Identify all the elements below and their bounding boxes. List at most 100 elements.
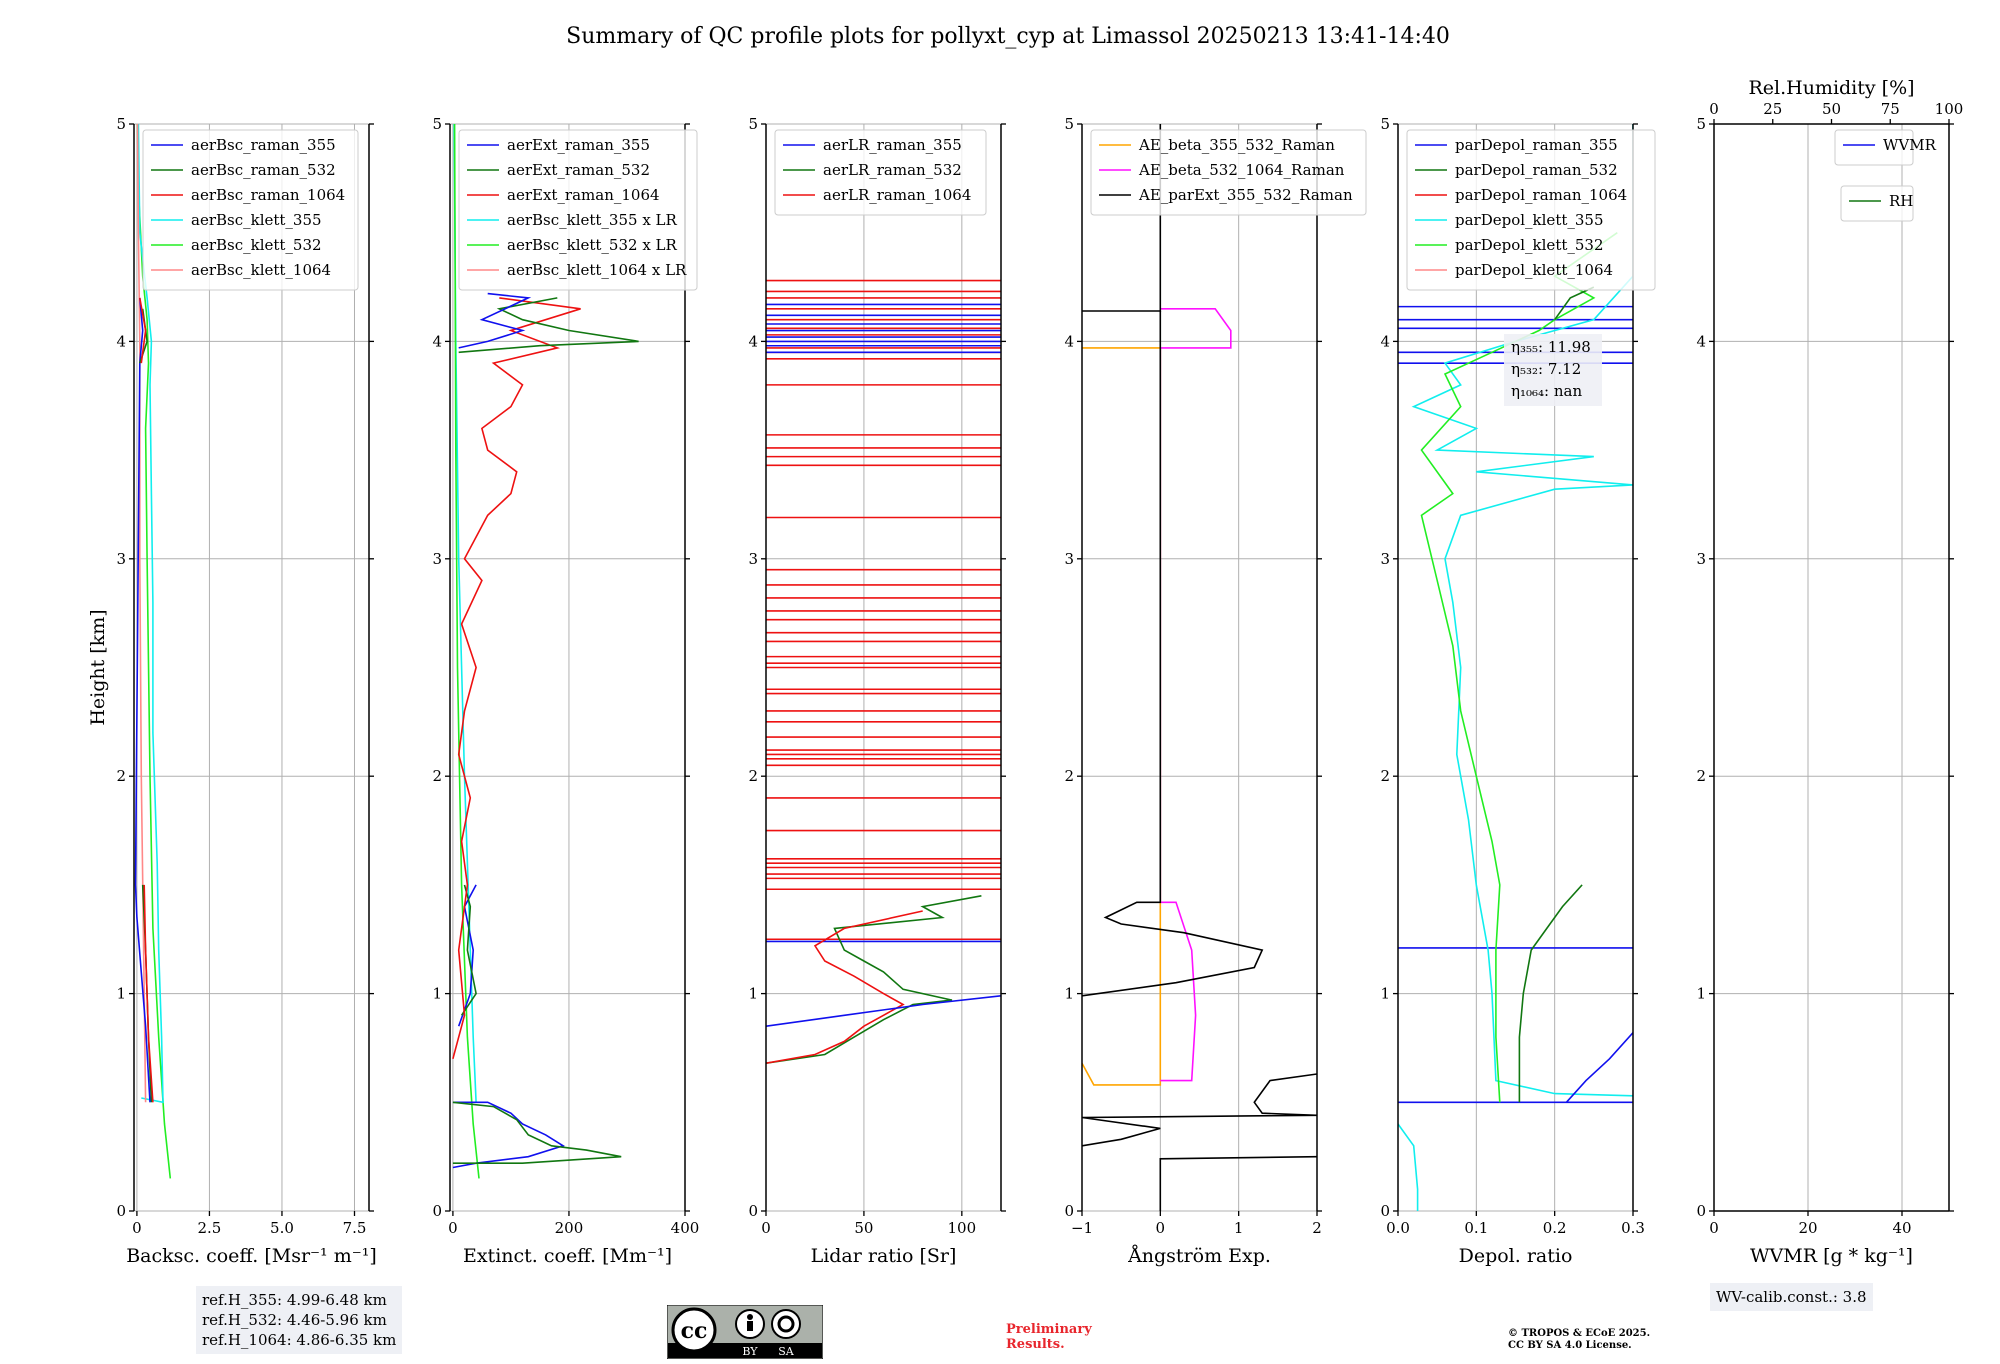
x-tick-label: 200 [555, 1219, 584, 1237]
y-tick-label: 1 [432, 985, 442, 1003]
y-tick-label: 0 [1064, 1202, 1074, 1220]
wv-calib-box: WV-calib.const.: 3.8 [1710, 1283, 1873, 1311]
x-tick-label: 0.0 [1386, 1219, 1410, 1237]
legend-label: aerLR_raman_355 [823, 136, 962, 154]
preliminary-line-1: Preliminary [1006, 1322, 1092, 1337]
series-line [143, 884, 154, 1103]
y-tick-label: 5 [748, 115, 758, 133]
series-line [460, 884, 477, 1016]
cc-license-badge: cc BY SA [667, 1305, 823, 1359]
y-tick-label: 0 [748, 1202, 758, 1220]
preliminary-line-2: Results. [1006, 1337, 1065, 1352]
series-line [1565, 1032, 1633, 1103]
y-tick-label: 3 [1380, 550, 1390, 568]
x-tick-label: 5.0 [270, 1219, 294, 1237]
series-line [458, 292, 532, 349]
preliminary-note: Preliminary Results. [1006, 1322, 1126, 1352]
legend-rh: RH [1840, 185, 1914, 222]
series-line [457, 884, 477, 1027]
legend-label: aerBsc_klett_355 x LR [507, 211, 678, 229]
eta-annotation: η₃₅₅: 11.98 η₅₃₂: 7.12 η₁₀₆₄: nan [1504, 334, 1602, 406]
figure-title: Summary of QC profile plots for pollyxt_… [566, 24, 1450, 49]
ref-h-355: ref.H_355: 4.99-6.48 km [202, 1291, 387, 1309]
y-tick-label: 4 [432, 332, 442, 350]
y-tick-label: 0 [1696, 1202, 1706, 1220]
legend-label: parDepol_klett_532 [1455, 236, 1604, 254]
legend-label: AE_parExt_355_532_Raman [1138, 186, 1353, 204]
legend-frame [774, 129, 987, 216]
copyright-line-2: CC BY SA 4.0 License. [1508, 1340, 1632, 1351]
legend: parDepol_raman_355 parDepol_raman_532 parD… [1406, 129, 1656, 291]
legend-label: parDepol_raman_1064 [1455, 186, 1627, 204]
series-line [136, 124, 147, 1103]
legend-frame [458, 129, 698, 291]
x-tick-label: 0 [132, 1219, 142, 1237]
y-tick-label: 3 [116, 550, 126, 568]
copyright-line-1: © TROPOS & ECoE 2025. [1508, 1328, 1651, 1339]
y-tick-label: 2 [116, 767, 126, 785]
legend-label: aerExt_raman_1064 [507, 186, 660, 204]
legend-label: aerBsc_klett_532 [191, 236, 322, 254]
x-tick-label: 50 [854, 1219, 873, 1237]
y-tick-label: 0 [1380, 1202, 1390, 1220]
legend-frame [1090, 129, 1367, 216]
x-axis-label: Ångström Exp. [1127, 1245, 1271, 1267]
y-axis-label: Height [km] [87, 609, 109, 725]
x-axis-label: Lidar ratio [Sr] [811, 1245, 957, 1267]
legend-frame [1406, 129, 1656, 291]
y-tick-label: 2 [432, 767, 442, 785]
y-tick-label: 5 [1064, 115, 1074, 133]
copyright-note: © TROPOS & ECoE 2025. CC BY SA 4.0 Licen… [1508, 1328, 1728, 1352]
y-tick-label: 5 [116, 115, 126, 133]
top-x-tick-label: 100 [1935, 100, 1964, 118]
y-tick-label: 2 [748, 767, 758, 785]
data-layer [766, 279, 1001, 1064]
x-tick-label: 1 [1234, 1219, 1244, 1237]
y-tick-label: 0 [432, 1202, 442, 1220]
y-tick-label: 1 [748, 985, 758, 1003]
x-tick-label: 0.1 [1464, 1219, 1488, 1237]
series-line [453, 124, 480, 1179]
y-tick-label: 3 [432, 550, 442, 568]
annotation-frame [1504, 334, 1602, 406]
legend-label: aerBsc_raman_532 [191, 161, 336, 179]
legend: aerLR_raman_355 aerLR_raman_532 aerLR_rama… [774, 129, 987, 216]
y-tick-label: 4 [1064, 332, 1074, 350]
data-layer [452, 124, 639, 1179]
x-axis-label: Depol. ratio [1459, 1245, 1573, 1267]
top-x-tick-label: 75 [1881, 100, 1900, 118]
series-line [452, 1101, 565, 1169]
data-layer [1082, 124, 1317, 1211]
y-tick-label: 1 [116, 985, 126, 1003]
series-line [766, 895, 982, 1064]
legend-label: aerExt_raman_355 [507, 136, 650, 154]
legend-frame [1840, 185, 1914, 222]
panel-extinction: 0 1 2 3 4 5 0 200 400 Extinct. coeff. [Mm⁻¹] aerEx… [432, 115, 699, 1267]
x-axis-label: Backsc. coeff. [Msr⁻¹ m⁻¹] [126, 1245, 377, 1267]
series-line [1082, 311, 1264, 997]
top-x-tick-label: 50 [1822, 100, 1841, 118]
legend-label: aerExt_raman_532 [507, 161, 650, 179]
top-x-tick-label: 0 [1709, 100, 1719, 118]
x-tick-label: 0 [1709, 1219, 1719, 1237]
legend-label: aerBsc_klett_355 [191, 211, 322, 229]
series-line [1554, 286, 1595, 321]
y-tick-label: 2 [1064, 767, 1074, 785]
panel-backscatter: 0 1 2 3 4 5 0 2.5 5.0 7.5 Backsc. coeff. [Msr⁻¹ m⁻… [87, 115, 377, 1267]
series-line [1082, 347, 1162, 1086]
x-tick-label: 0.3 [1621, 1219, 1645, 1237]
y-tick-label: 4 [1696, 332, 1706, 350]
x-axis-label: WVMR [g * kg⁻¹] [1750, 1245, 1913, 1267]
ref-h-532: ref.H_532: 4.46-5.96 km [202, 1311, 387, 1329]
badge-sa-label: SA [778, 1345, 795, 1358]
series-line [1398, 1123, 1419, 1211]
svg-text:cc: cc [681, 1318, 708, 1344]
legend-label: aerBsc_raman_355 [191, 136, 336, 154]
data-layer [134, 124, 172, 1179]
x-tick-label: 0.2 [1543, 1219, 1567, 1237]
panel-depolarization: 0 1 2 3 4 5 0.0 0.1 0.2 0.3 Depol. ratio parDepol_r… [1380, 115, 1656, 1267]
legend-label: parDepol_klett_1064 [1455, 261, 1613, 279]
